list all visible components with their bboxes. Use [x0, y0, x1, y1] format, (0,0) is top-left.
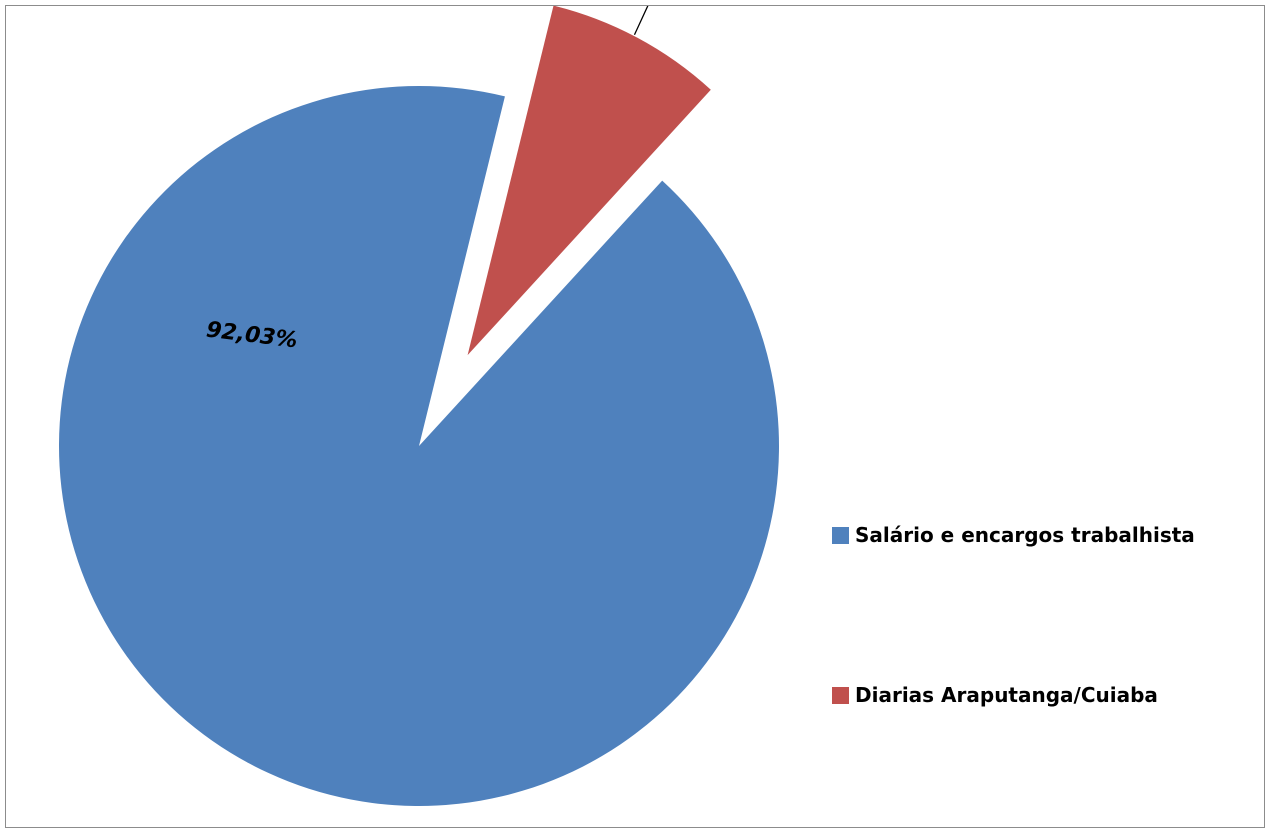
- leader-lines: [633, 6, 649, 36]
- legend-swatch-diarias: [832, 686, 849, 704]
- legend-label-diarias: Diarias Araputanga/Cuiaba: [855, 683, 1158, 707]
- legend-swatch-salario: [832, 526, 849, 544]
- legend-label-salario: Salário e encargos trabalhista: [855, 523, 1195, 547]
- legend-item-salario: Salário e encargos trabalhista: [832, 520, 1195, 550]
- pie-slices: [59, 6, 780, 807]
- pie-slice-salario: [59, 86, 780, 807]
- chart-area: 92,03%7,97% Salário e encargos trabalhis…: [5, 5, 1265, 828]
- leader-line-diarias: [633, 6, 649, 36]
- pie-chart: 92,03%7,97%: [59, 6, 780, 807]
- legend-item-diarias: Diarias Araputanga/Cuiaba: [832, 680, 1158, 710]
- pie-slice-diarias: [467, 6, 711, 356]
